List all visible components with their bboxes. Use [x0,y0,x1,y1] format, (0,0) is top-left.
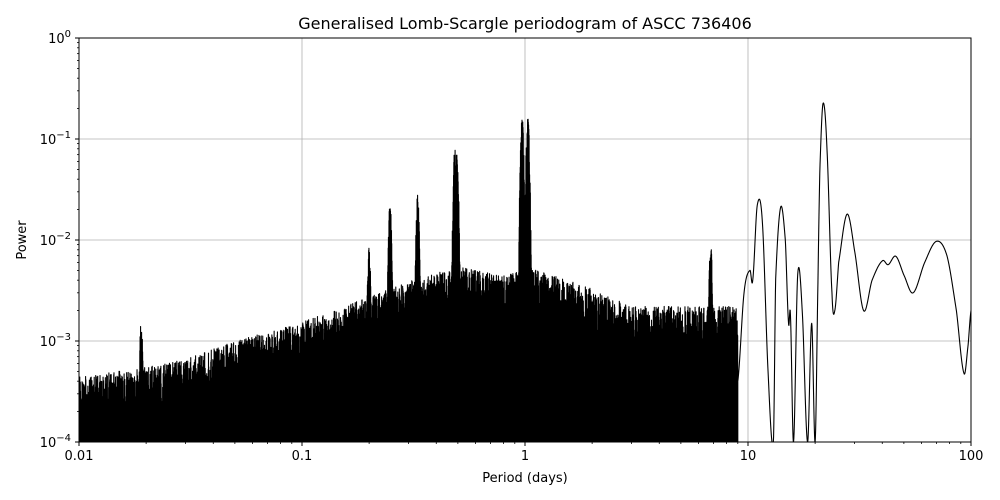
y-axis-label: Power [15,220,30,260]
x-tick-label: 0.01 [65,449,94,464]
x-tick-label: 0.1 [292,449,313,464]
x-tick-label: 1 [521,449,529,464]
y-tick-label: 10−4 [40,433,71,451]
y-tick-label: 10−2 [40,231,71,249]
periodogram-path [79,102,971,442]
x-axis-ticks: 0.01 0.1 1 10 100 [65,442,984,464]
y-tick-label: 10−1 [40,130,71,148]
y-tick-label: 100 [48,29,71,47]
x-axis-label: Period (days) [482,471,568,486]
x-tick-label: 100 [959,449,984,464]
chart-title: Generalised Lomb-Scargle periodogram of … [298,14,752,33]
y-axis-ticks: 100 10−1 10−2 10−3 10−4 [40,29,79,451]
periodogram-line [79,102,971,442]
x-tick-label: 10 [740,449,757,464]
y-tick-label: 10−3 [40,332,71,350]
